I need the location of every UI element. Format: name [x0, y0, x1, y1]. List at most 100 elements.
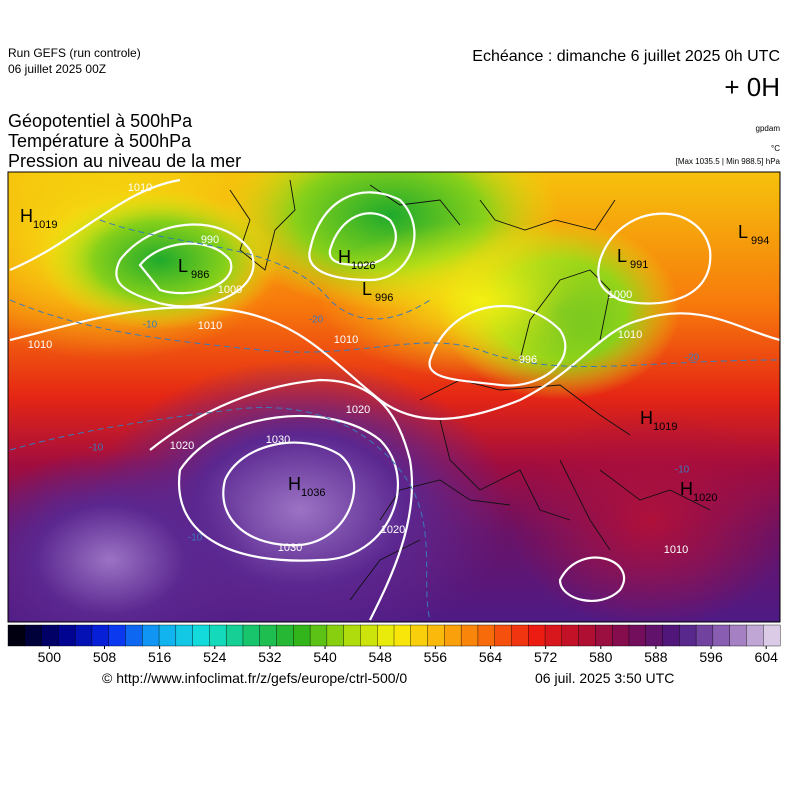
- run-name: Run GEFS (run controle): [8, 46, 141, 60]
- colorbar-swatch: [528, 624, 546, 647]
- system-value: 1020: [693, 492, 717, 504]
- isobar-label: 1030: [278, 542, 302, 554]
- system-value: 994: [751, 235, 769, 247]
- coastlines: [229, 179, 711, 601]
- system-value: 996: [375, 292, 393, 304]
- isobar-label: 1010: [618, 329, 642, 341]
- colorbar-swatch: [175, 624, 194, 647]
- colorbar-swatch: [393, 624, 412, 647]
- isobar-label: 1000: [218, 284, 242, 296]
- colorbar-swatch: [763, 624, 781, 647]
- colorbar-swatch: [293, 624, 311, 647]
- colorbar-swatch: [7, 624, 26, 647]
- isobar-label: 1010: [334, 334, 358, 346]
- colorbar-tick-label: 548: [369, 649, 393, 665]
- system-symbol: H: [640, 408, 653, 428]
- isobar-label: 1010: [198, 320, 222, 332]
- colorbar-swatch: [595, 624, 613, 647]
- colorbar-swatch: [494, 624, 512, 647]
- colorbar-tick-label: 556: [424, 649, 448, 665]
- isobar-label: 1020: [346, 404, 370, 416]
- isobar-label: 1010: [28, 339, 52, 351]
- unit: [Max 1035.5 | Min 988.5] hPa: [676, 157, 781, 166]
- system-symbol: H: [680, 479, 693, 499]
- colorbar-swatch: [460, 624, 479, 647]
- colorbar-swatch: [209, 624, 227, 647]
- isotherm-label: -10: [675, 465, 690, 476]
- colorbar-swatch: [326, 624, 345, 647]
- map-frame: [7, 171, 781, 623]
- colorbar-swatch: [544, 624, 563, 647]
- run-date: 06 juillet 2025 00Z: [8, 62, 106, 76]
- colorbar-swatch: [410, 624, 429, 647]
- colorbar-swatch: [511, 624, 529, 647]
- isobar-label: 1000: [608, 289, 632, 301]
- isobars: [9, 178, 780, 621]
- isobar-label: 1010: [664, 544, 688, 556]
- colorbar-swatch: [645, 624, 664, 647]
- system-symbol: L: [738, 222, 748, 242]
- colorbar-swatch: [259, 624, 278, 647]
- colorbar-swatch: [578, 624, 596, 647]
- system-value: 986: [191, 269, 209, 281]
- isotherms: [9, 219, 780, 621]
- colorbar-tick-label: 580: [589, 649, 613, 665]
- colorbar-swatch: [225, 624, 244, 647]
- colorbar-tick-label: 524: [203, 649, 227, 665]
- lead-time: + 0H: [724, 72, 780, 102]
- field-line: Température à 500hPa: [8, 131, 192, 151]
- system-symbol: L: [178, 256, 188, 276]
- isobar-label: 996: [519, 354, 537, 366]
- colorbar-swatch: [695, 624, 714, 647]
- colorbar-tick-label: 508: [93, 649, 117, 665]
- colorbar-swatch: [74, 624, 93, 647]
- colorbar-swatch: [729, 624, 747, 647]
- colorbar-tick-label: 564: [479, 649, 503, 665]
- colorbar-swatch: [108, 624, 126, 647]
- field-line: Pression au niveau de la mer: [8, 151, 241, 171]
- colorbar-swatch: [360, 624, 378, 647]
- colorbar-swatch: [242, 624, 261, 647]
- isobar-label: 1010: [128, 182, 152, 194]
- field-line: Géopotentiel à 500hPa: [8, 111, 193, 131]
- colorbar-tick-label: 540: [313, 649, 337, 665]
- generated-time: 06 juil. 2025 3:50 UTC: [535, 670, 674, 686]
- colorbar-swatch: [192, 624, 210, 647]
- colorbar-swatch: [41, 624, 59, 647]
- system-symbol: L: [617, 246, 627, 266]
- system-symbol: L: [362, 279, 372, 299]
- colorbar-swatch: [679, 624, 697, 647]
- colorbar-swatch: [628, 624, 647, 647]
- isotherm-label: -10: [89, 443, 104, 454]
- colorbar-swatch: [91, 624, 110, 647]
- colorbar-swatch: [276, 624, 294, 647]
- colorbar-swatch: [561, 624, 580, 647]
- colorbar-swatch: [125, 624, 143, 647]
- colorbar-tick-label: 532: [258, 649, 282, 665]
- colorbar-tick-label: 516: [148, 649, 172, 665]
- colorbar-swatch: [343, 624, 361, 647]
- isotherm-label: -20: [309, 315, 324, 326]
- colorbar-swatch: [427, 624, 445, 647]
- colorbar-swatch: [158, 624, 177, 647]
- colorbar-tick-label: 604: [755, 649, 779, 665]
- isobar-label: 1020: [170, 440, 194, 452]
- colorbar-swatch: [712, 624, 731, 647]
- colorbar-swatch: [142, 624, 160, 647]
- colorbar-swatch: [477, 624, 496, 647]
- system-value: 1019: [33, 219, 57, 231]
- isobar-label: 1030: [266, 434, 290, 446]
- colorbar-swatch: [662, 624, 680, 647]
- system-value: 1036: [301, 487, 325, 499]
- colorbar-tick-label: 572: [534, 649, 558, 665]
- system-value: 991: [630, 259, 648, 271]
- colorbar-tick-label: 588: [644, 649, 668, 665]
- system-value: 1026: [351, 260, 375, 272]
- colorbar-swatch: [444, 624, 462, 647]
- system-symbol: H: [288, 474, 301, 494]
- isotherm-label: -10: [188, 533, 203, 544]
- isobar-label: 1020: [381, 524, 405, 536]
- colorbar-swatch: [746, 624, 764, 647]
